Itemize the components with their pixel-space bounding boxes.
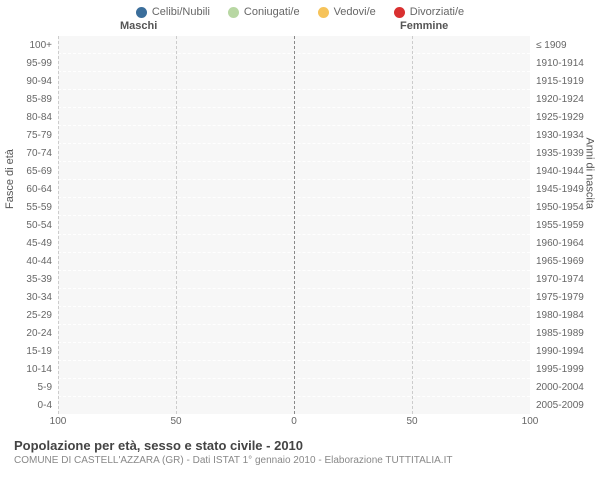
age-label: 35-39 [10,270,56,288]
center-line [294,36,295,414]
age-label: 30-34 [10,288,56,306]
birth-label: 2005-2009 [532,396,590,414]
chart-subtitle: COMUNE DI CASTELL'AZZARA (GR) - Dati IST… [14,455,586,466]
age-label: 95-99 [10,54,56,72]
legend-item: Coniugati/e [228,6,300,18]
x-tick: 100 [522,416,539,427]
birth-label: 1910-1914 [532,54,590,72]
birth-label: 1955-1959 [532,216,590,234]
age-label: 75-79 [10,126,56,144]
birth-label: 1925-1929 [532,108,590,126]
birth-label: 1970-1974 [532,270,590,288]
age-label: 45-49 [10,234,56,252]
birth-label: 1980-1984 [532,306,590,324]
birth-label: 1940-1944 [532,162,590,180]
birth-label: 1960-1964 [532,234,590,252]
age-label: 15-19 [10,342,56,360]
header-female: Femmine [400,20,448,32]
age-label: 85-89 [10,90,56,108]
gridline [412,36,413,414]
plot-area [58,36,530,414]
age-label: 50-54 [10,216,56,234]
legend-swatch [228,7,239,18]
legend-swatch [136,7,147,18]
legend-swatch [318,7,329,18]
age-label: 0-4 [10,396,56,414]
y-labels-age: 100+95-9990-9485-8980-8475-7970-7465-696… [10,36,56,414]
age-label: 90-94 [10,72,56,90]
x-tick: 0 [291,416,297,427]
x-tick: 100 [50,416,67,427]
gender-headers: Maschi Femmine [0,20,600,36]
age-label: 80-84 [10,108,56,126]
birth-label: 1975-1979 [532,288,590,306]
birth-label: 1965-1969 [532,252,590,270]
birth-label: 1945-1949 [532,180,590,198]
age-label: 60-64 [10,180,56,198]
x-axis: 10050050100 [58,416,530,432]
birth-label: 1995-1999 [532,360,590,378]
age-label: 25-29 [10,306,56,324]
x-tick: 50 [170,416,181,427]
header-male: Maschi [120,20,157,32]
birth-label: 1930-1934 [532,126,590,144]
age-label: 40-44 [10,252,56,270]
age-label: 20-24 [10,324,56,342]
chart: Fasce di età Anni di nascita 100+95-9990… [10,36,590,432]
birth-label: 1935-1939 [532,144,590,162]
legend-swatch [394,7,405,18]
legend-label: Celibi/Nubili [152,6,210,18]
birth-label: 1950-1954 [532,198,590,216]
birth-label: 1990-1994 [532,342,590,360]
legend-label: Vedovi/e [334,6,376,18]
age-label: 100+ [10,36,56,54]
gridline [176,36,177,414]
age-label: 65-69 [10,162,56,180]
footer: Popolazione per età, sesso e stato civil… [0,432,600,466]
birth-label: 1985-1989 [532,324,590,342]
y-labels-birth: ≤ 19091910-19141915-19191920-19241925-19… [532,36,590,414]
age-label: 70-74 [10,144,56,162]
birth-label: ≤ 1909 [532,36,590,54]
legend-label: Divorziati/e [410,6,464,18]
legend-item: Divorziati/e [394,6,464,18]
birth-label: 1915-1919 [532,72,590,90]
birth-label: 1920-1924 [532,90,590,108]
legend: Celibi/Nubili Coniugati/e Vedovi/e Divorzia… [0,0,600,20]
legend-item: Celibi/Nubili [136,6,210,18]
legend-label: Coniugati/e [244,6,300,18]
age-label: 10-14 [10,360,56,378]
age-label: 55-59 [10,198,56,216]
chart-title: Popolazione per età, sesso e stato civil… [14,438,586,453]
gridline [58,36,59,414]
age-label: 5-9 [10,378,56,396]
legend-item: Vedovi/e [318,6,376,18]
birth-label: 2000-2004 [532,378,590,396]
x-tick: 50 [406,416,417,427]
